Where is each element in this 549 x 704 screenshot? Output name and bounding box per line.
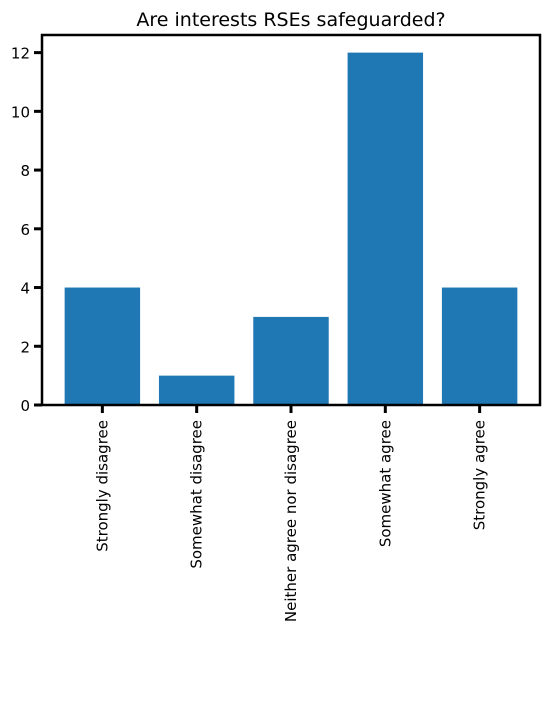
bar	[441, 287, 518, 405]
bar	[158, 375, 235, 405]
y-tick-label: 2	[20, 338, 30, 356]
y-tick-label: 10	[11, 103, 30, 121]
bar	[64, 287, 141, 405]
axes-frame	[40, 33, 542, 407]
x-tick-label: Somewhat agree	[376, 420, 394, 547]
x-tick-label: Somewhat disagree	[188, 420, 206, 569]
x-tick-label: Strongly disagree	[93, 420, 111, 552]
x-tick-label: Neither agree nor disagree	[282, 420, 300, 622]
bar	[253, 316, 329, 405]
bar	[347, 52, 424, 405]
y-tick-label: 12	[11, 45, 30, 63]
chart-title: Are interests RSEs safeguarded?	[136, 9, 445, 31]
y-tick-label: 8	[20, 162, 30, 180]
x-tick-label: Strongly agree	[471, 420, 489, 530]
y-tick-label: 4	[20, 280, 30, 298]
y-tick-label: 6	[20, 221, 30, 239]
y-tick-label: 0	[20, 397, 30, 415]
